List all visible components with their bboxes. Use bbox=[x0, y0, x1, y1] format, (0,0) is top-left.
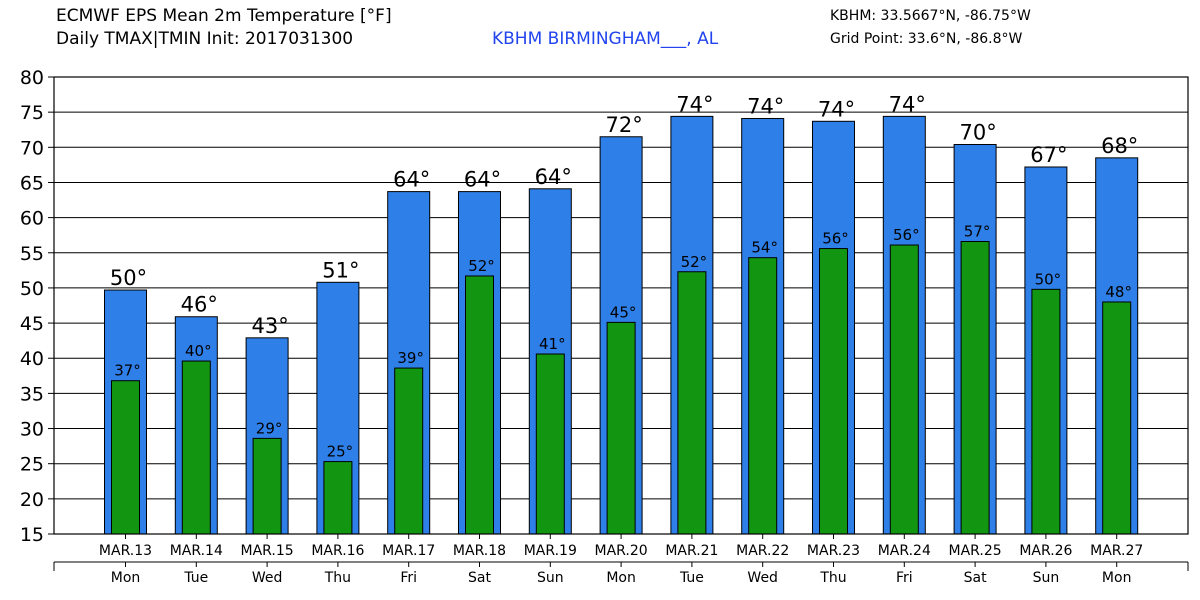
x-tick-label: MAR.14 bbox=[170, 543, 223, 559]
tmin-label: 57° bbox=[964, 223, 991, 241]
tmax-label: 68° bbox=[1101, 134, 1138, 158]
tmin-bar bbox=[181, 360, 211, 535]
tmin-bar bbox=[323, 461, 353, 535]
weekday-label: Thu bbox=[819, 570, 846, 586]
tmin-label: 56° bbox=[893, 226, 920, 244]
tmin-bar bbox=[252, 437, 282, 535]
tmax-label: 46° bbox=[181, 293, 218, 317]
weekday-label: Tue bbox=[183, 570, 208, 586]
x-tick-label: MAR.17 bbox=[382, 543, 435, 559]
tmin-bar bbox=[1031, 288, 1061, 535]
weekday-label: Tue bbox=[679, 570, 704, 586]
tmin-bar bbox=[677, 271, 707, 535]
weekday-label: Thu bbox=[324, 570, 351, 586]
tmax-label: 67° bbox=[1030, 143, 1067, 167]
tmin-label: 52° bbox=[468, 257, 495, 275]
tmax-label: 64° bbox=[464, 168, 501, 192]
tmin-label: 41° bbox=[539, 335, 566, 353]
tmin-label: 48° bbox=[1105, 283, 1132, 301]
tmin-label: 39° bbox=[397, 349, 424, 367]
tmin-label: 50° bbox=[1035, 270, 1062, 288]
tmin-bar bbox=[111, 380, 140, 535]
y-tick-label: 45 bbox=[20, 313, 44, 335]
tmin-label: 54° bbox=[751, 239, 778, 257]
tmin-label: 37° bbox=[114, 362, 141, 380]
x-tick-label: MAR.26 bbox=[1019, 543, 1072, 559]
x-tick-label: MAR.15 bbox=[241, 543, 294, 559]
y-tick-label: 20 bbox=[20, 489, 44, 511]
y-tick-label: 30 bbox=[20, 419, 44, 441]
tmax-label: 51° bbox=[322, 258, 359, 282]
weekday-label: Sun bbox=[537, 570, 564, 586]
y-tick-label: 80 bbox=[20, 67, 44, 89]
x-tick-label: MAR.24 bbox=[878, 543, 931, 559]
tmin-bar bbox=[394, 367, 424, 535]
x-tick-label: MAR.19 bbox=[524, 543, 577, 559]
weekday-label: Fri bbox=[896, 570, 913, 586]
y-tick-label: 15 bbox=[20, 524, 44, 546]
y-tick-label: 25 bbox=[20, 454, 44, 476]
tmin-label: 40° bbox=[185, 342, 212, 360]
x-tick-label: MAR.16 bbox=[311, 543, 364, 559]
grid-point-coordinates: Grid Point: 33.6°N, -86.8°W bbox=[830, 31, 1023, 47]
tmax-label: 64° bbox=[393, 168, 430, 192]
weekday-label: Wed bbox=[252, 570, 283, 586]
x-tick-label: MAR.20 bbox=[595, 543, 648, 559]
tmax-label: 74° bbox=[889, 92, 926, 116]
tmin-bar bbox=[960, 241, 990, 535]
weekday-label: Fri bbox=[400, 570, 417, 586]
y-tick-label: 70 bbox=[20, 137, 44, 159]
tmax-label: 74° bbox=[676, 92, 713, 116]
tmin-label: 56° bbox=[822, 230, 849, 248]
station-label: KBHM BIRMINGHAM___, AL bbox=[492, 29, 719, 49]
weekday-label: Mon bbox=[1102, 570, 1132, 586]
tmin-bar bbox=[748, 257, 778, 535]
tmax-label: 70° bbox=[959, 120, 996, 144]
tmax-label: 43° bbox=[251, 314, 288, 338]
tmin-label: 45° bbox=[610, 303, 637, 321]
tmax-label: 74° bbox=[818, 97, 855, 121]
tmin-bar bbox=[889, 244, 919, 535]
x-tick-label: MAR.23 bbox=[807, 543, 860, 559]
tmax-label: 74° bbox=[747, 94, 784, 118]
tmax-label: 64° bbox=[535, 165, 572, 189]
station-coordinates: KBHM: 33.5667°N, -86.75°W bbox=[830, 8, 1031, 24]
tmax-label: 50° bbox=[110, 266, 147, 290]
weekday-label: Sun bbox=[1033, 570, 1060, 586]
x-tick-label: MAR.13 bbox=[99, 543, 152, 559]
tmin-bar bbox=[535, 353, 565, 535]
tmin-bar bbox=[465, 275, 494, 535]
y-tick-label: 55 bbox=[20, 243, 44, 265]
weekday-label: Mon bbox=[606, 570, 636, 586]
tmin-bar bbox=[606, 321, 636, 535]
tmin-bar bbox=[1102, 301, 1132, 535]
y-tick-label: 40 bbox=[20, 348, 44, 370]
y-tick-label: 60 bbox=[20, 208, 44, 230]
tmin-label: 29° bbox=[256, 419, 283, 437]
x-tick-label: MAR.27 bbox=[1090, 543, 1143, 559]
x-tick-label: MAR.18 bbox=[453, 543, 506, 559]
y-tick-label: 65 bbox=[20, 172, 44, 194]
y-tick-label: 50 bbox=[20, 278, 44, 300]
y-tick-label: 75 bbox=[20, 102, 44, 124]
chart-subtitle: Daily TMAX|TMIN Init: 2017031300 bbox=[56, 29, 354, 49]
tmin-label: 25° bbox=[327, 443, 354, 461]
weekday-label: Sat bbox=[468, 570, 491, 586]
x-tick-label: MAR.21 bbox=[665, 543, 718, 559]
weekday-label: Sat bbox=[964, 570, 987, 586]
tmax-label: 72° bbox=[605, 113, 642, 137]
weekday-label: Wed bbox=[747, 570, 778, 586]
tmin-label: 52° bbox=[681, 253, 708, 271]
weekday-label: Mon bbox=[111, 570, 141, 586]
y-tick-label: 35 bbox=[20, 383, 44, 405]
tmin-bar bbox=[819, 248, 848, 535]
x-tick-label: MAR.22 bbox=[736, 543, 789, 559]
chart-title: ECMWF EPS Mean 2m Temperature [°F] bbox=[56, 6, 392, 26]
x-tick-label: MAR.25 bbox=[949, 543, 1002, 559]
